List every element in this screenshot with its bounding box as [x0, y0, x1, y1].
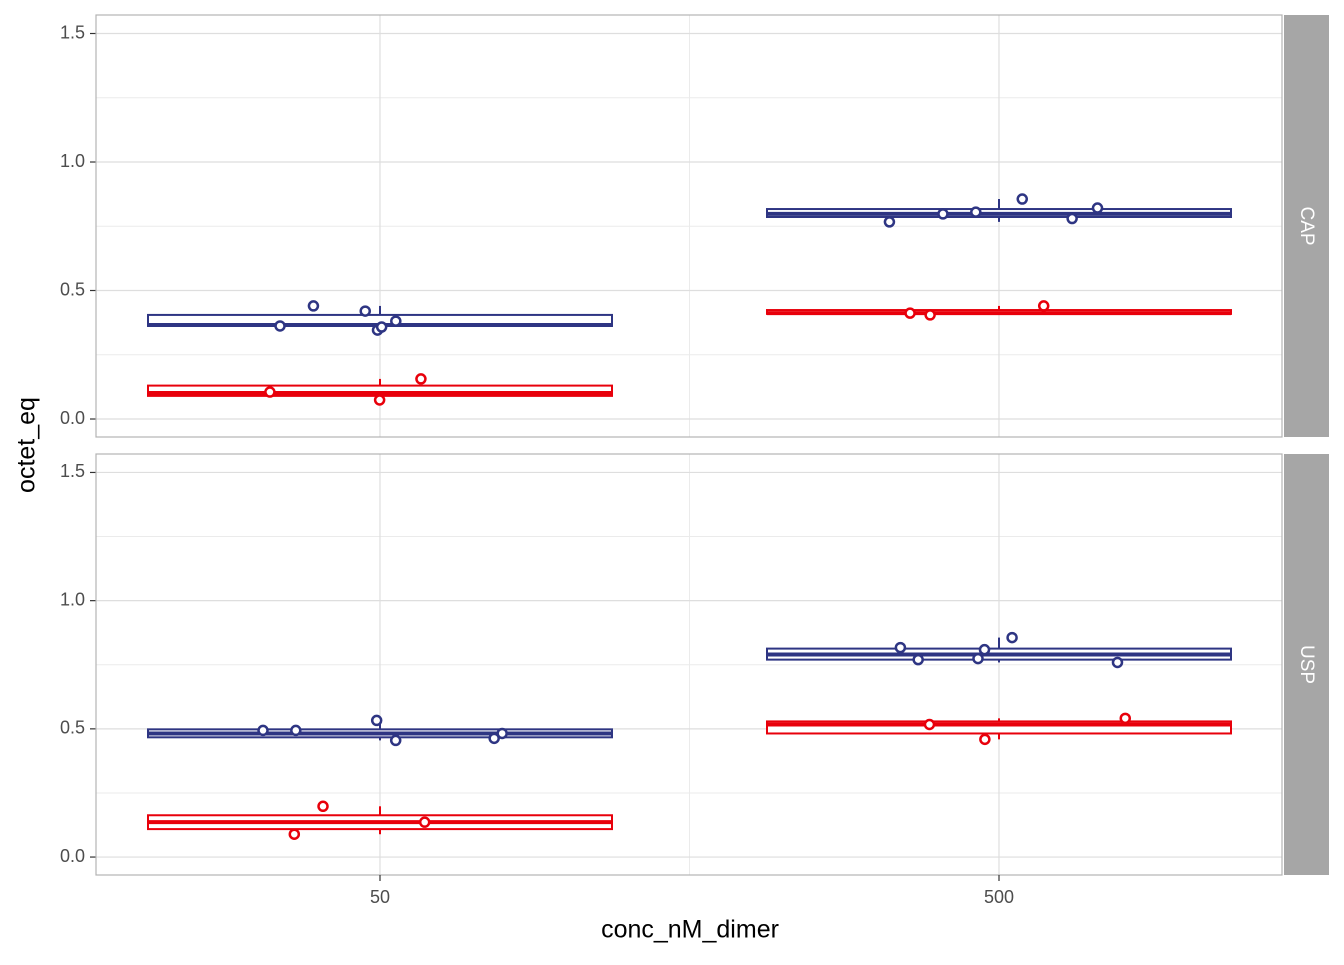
- data-point: [288, 828, 301, 840]
- data-point: [496, 727, 508, 740]
- data-point: [978, 643, 991, 656]
- data-point: [970, 206, 982, 218]
- data-point: [979, 733, 991, 746]
- data-point: [389, 734, 402, 747]
- facet-strip: [1284, 454, 1329, 875]
- y-tick-label: 0.5: [60, 718, 85, 738]
- data-point: [883, 216, 896, 228]
- y-tick-label: 0.0: [60, 408, 85, 428]
- facet-strip: [1284, 15, 1329, 437]
- data-point: [923, 718, 936, 731]
- data-point: [290, 724, 302, 737]
- y-tick-label: 1.5: [60, 461, 85, 481]
- data-point: [264, 386, 276, 398]
- facet-label: CAP: [1296, 206, 1317, 245]
- y-tick-label: 0.5: [60, 279, 85, 299]
- x-tick-label: 50: [370, 887, 390, 907]
- data-point: [937, 208, 949, 220]
- data-point: [912, 653, 924, 666]
- data-point: [390, 315, 402, 327]
- data-point: [1016, 193, 1028, 205]
- data-point: [1037, 300, 1050, 312]
- data-point: [894, 641, 907, 654]
- data-point: [488, 732, 500, 745]
- data-point: [1066, 212, 1078, 225]
- y-tick-label: 1.0: [60, 589, 85, 609]
- x-tick-label: 500: [984, 887, 1014, 907]
- data-point: [415, 373, 427, 385]
- y-tick-label: 1.0: [60, 151, 85, 171]
- panel-border: [95, 14, 1283, 438]
- data-point: [317, 800, 329, 813]
- panel-border: [95, 453, 1283, 876]
- data-point: [274, 320, 286, 332]
- data-point: [1111, 656, 1124, 669]
- data-point: [1091, 202, 1104, 214]
- data-point: [359, 305, 371, 317]
- data-point: [373, 394, 386, 406]
- data-point: [904, 307, 916, 319]
- y-tick-label: 0.0: [60, 846, 85, 866]
- data-point: [257, 724, 269, 737]
- data-point: [1119, 712, 1132, 725]
- data-point: [307, 300, 320, 312]
- data-point: [418, 816, 431, 828]
- data-point: [972, 652, 984, 665]
- data-point: [1006, 631, 1018, 644]
- y-axis-title: octet_eq: [13, 397, 41, 493]
- data-point: [370, 714, 383, 727]
- facet-label: USP: [1296, 645, 1317, 684]
- data-point: [924, 309, 936, 321]
- data-point: [375, 321, 388, 333]
- x-axis-title: conc_nM_dimer: [601, 916, 779, 944]
- y-tick-label: 1.5: [60, 22, 85, 42]
